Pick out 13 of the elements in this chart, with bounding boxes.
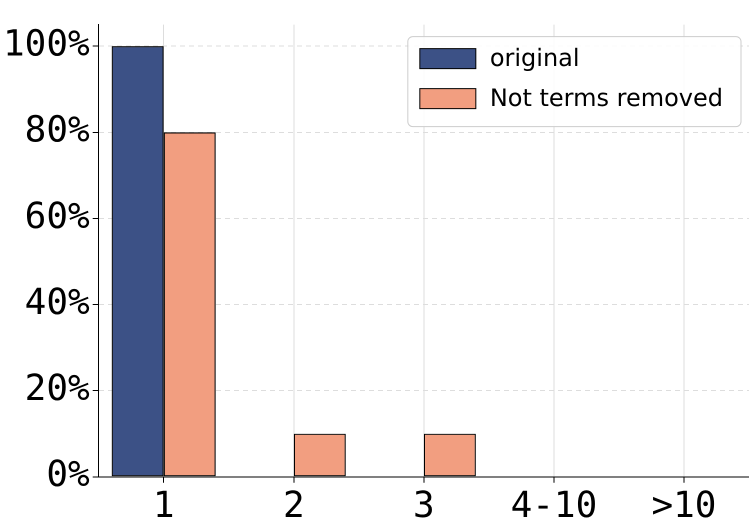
y-tick-label: 60% bbox=[24, 196, 90, 237]
legend-label: original bbox=[490, 44, 580, 72]
x-tick-label: >10 bbox=[651, 484, 716, 526]
y-tick-label: 100% bbox=[2, 23, 90, 64]
y-tick-label: 20% bbox=[24, 368, 90, 410]
x-tick-label: 3 bbox=[413, 484, 435, 526]
x-tick-label: 4-10 bbox=[510, 484, 598, 526]
x-tick-label: 2 bbox=[282, 484, 305, 526]
x-tick-label: 1 bbox=[152, 484, 175, 526]
legend-label: Not terms removed bbox=[490, 84, 724, 112]
y-tick-label: 40% bbox=[24, 282, 90, 323]
y-tick-label: 80% bbox=[24, 110, 90, 151]
y-tick-label: 0% bbox=[46, 454, 90, 496]
